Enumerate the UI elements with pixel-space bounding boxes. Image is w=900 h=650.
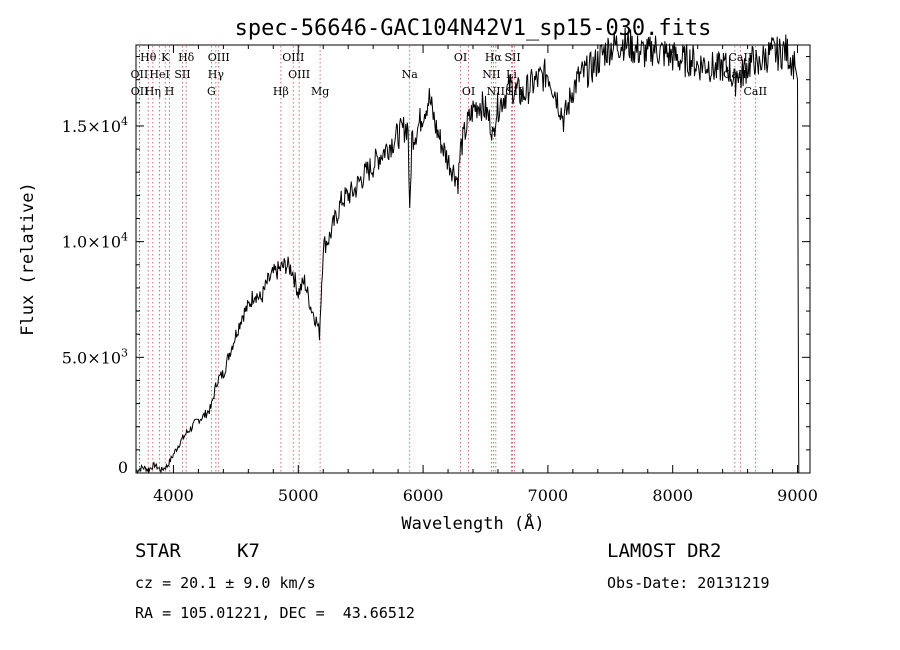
x-tick-label: 9000	[777, 486, 818, 505]
y-tick-label: 1.0×104	[62, 231, 128, 252]
y-tick-exponent: 4	[121, 115, 128, 128]
spectral-line-label: NII	[487, 85, 505, 98]
spectral-line-label: SII	[504, 51, 520, 64]
spectral-line-label: Li	[506, 68, 517, 81]
spectral-line-label: CaII	[743, 85, 767, 98]
spectral-line-label: Hβ	[273, 85, 289, 98]
y-axis-label: Flux (relative)	[18, 182, 38, 336]
spectral-line-label: CaII	[729, 51, 753, 64]
spectral-line-label: SII	[174, 68, 190, 81]
spectral-line-label: H	[165, 85, 175, 98]
spectral-line-label: Hθ	[140, 51, 157, 64]
x-tick-label: 7000	[528, 486, 569, 505]
obs-date: Obs-Date: 20131219	[607, 574, 770, 592]
x-tick-label: 8000	[652, 486, 693, 505]
coordinates: RA = 105.01221, DEC = 43.66512	[135, 604, 415, 622]
spectral-line-label: OII	[131, 68, 149, 81]
redshift-info: cz = 20.1 ± 9.0 km/s	[135, 574, 316, 592]
spectral-line-label: HeI	[149, 68, 169, 81]
spectral-line-label: NII	[482, 68, 500, 81]
x-axis-ticks: 4000 5000 6000 7000 8000 9000	[147, 45, 818, 505]
spectral-line-label: Hγ	[208, 68, 225, 81]
spectral-line-label: Hα	[485, 51, 503, 64]
spectrum-curve	[135, 27, 800, 474]
x-tick-label: 6000	[403, 486, 444, 505]
spectral-line-label: OI	[454, 51, 467, 64]
spectral-line-label: Hδ	[178, 51, 195, 64]
spectral-line-label: OI	[462, 85, 475, 98]
spectral-line-label: Na	[402, 68, 419, 81]
spectral-line-label: OIII	[208, 51, 230, 64]
x-tick-label: 5000	[278, 486, 319, 505]
x-tick-label: 4000	[153, 486, 194, 505]
spectral-line-label: OII	[131, 85, 149, 98]
chart-title: spec-56646-GAC104N42V1_sp15-030.fits	[235, 16, 712, 41]
object-class: STAR	[135, 540, 181, 562]
spectral-line-label: K	[161, 51, 170, 64]
y-tick-exponent: 3	[121, 346, 128, 359]
y-tick-label: 1.5×104	[62, 115, 128, 136]
y-tick-label: 5.0×103	[62, 346, 128, 367]
spectral-line-label: Hη	[145, 85, 161, 98]
object-subclass: K7	[237, 540, 260, 562]
spectral-line-label: OIII	[288, 68, 310, 81]
y-tick-exponent: 4	[121, 231, 128, 244]
survey-name: LAMOST DR2	[607, 540, 722, 562]
spectral-line-label: Mg	[311, 85, 329, 98]
y-tick-label: 0	[118, 458, 128, 477]
spectral-line-label: OIII	[282, 51, 304, 64]
y-axis-ticks: 0 5.0×103 1.0×104 1.5×104	[62, 56, 810, 477]
x-axis-label: Wavelength (Å)	[401, 512, 544, 534]
spectral-line-markers	[138, 46, 756, 472]
spectral-line-label: G	[207, 85, 216, 98]
